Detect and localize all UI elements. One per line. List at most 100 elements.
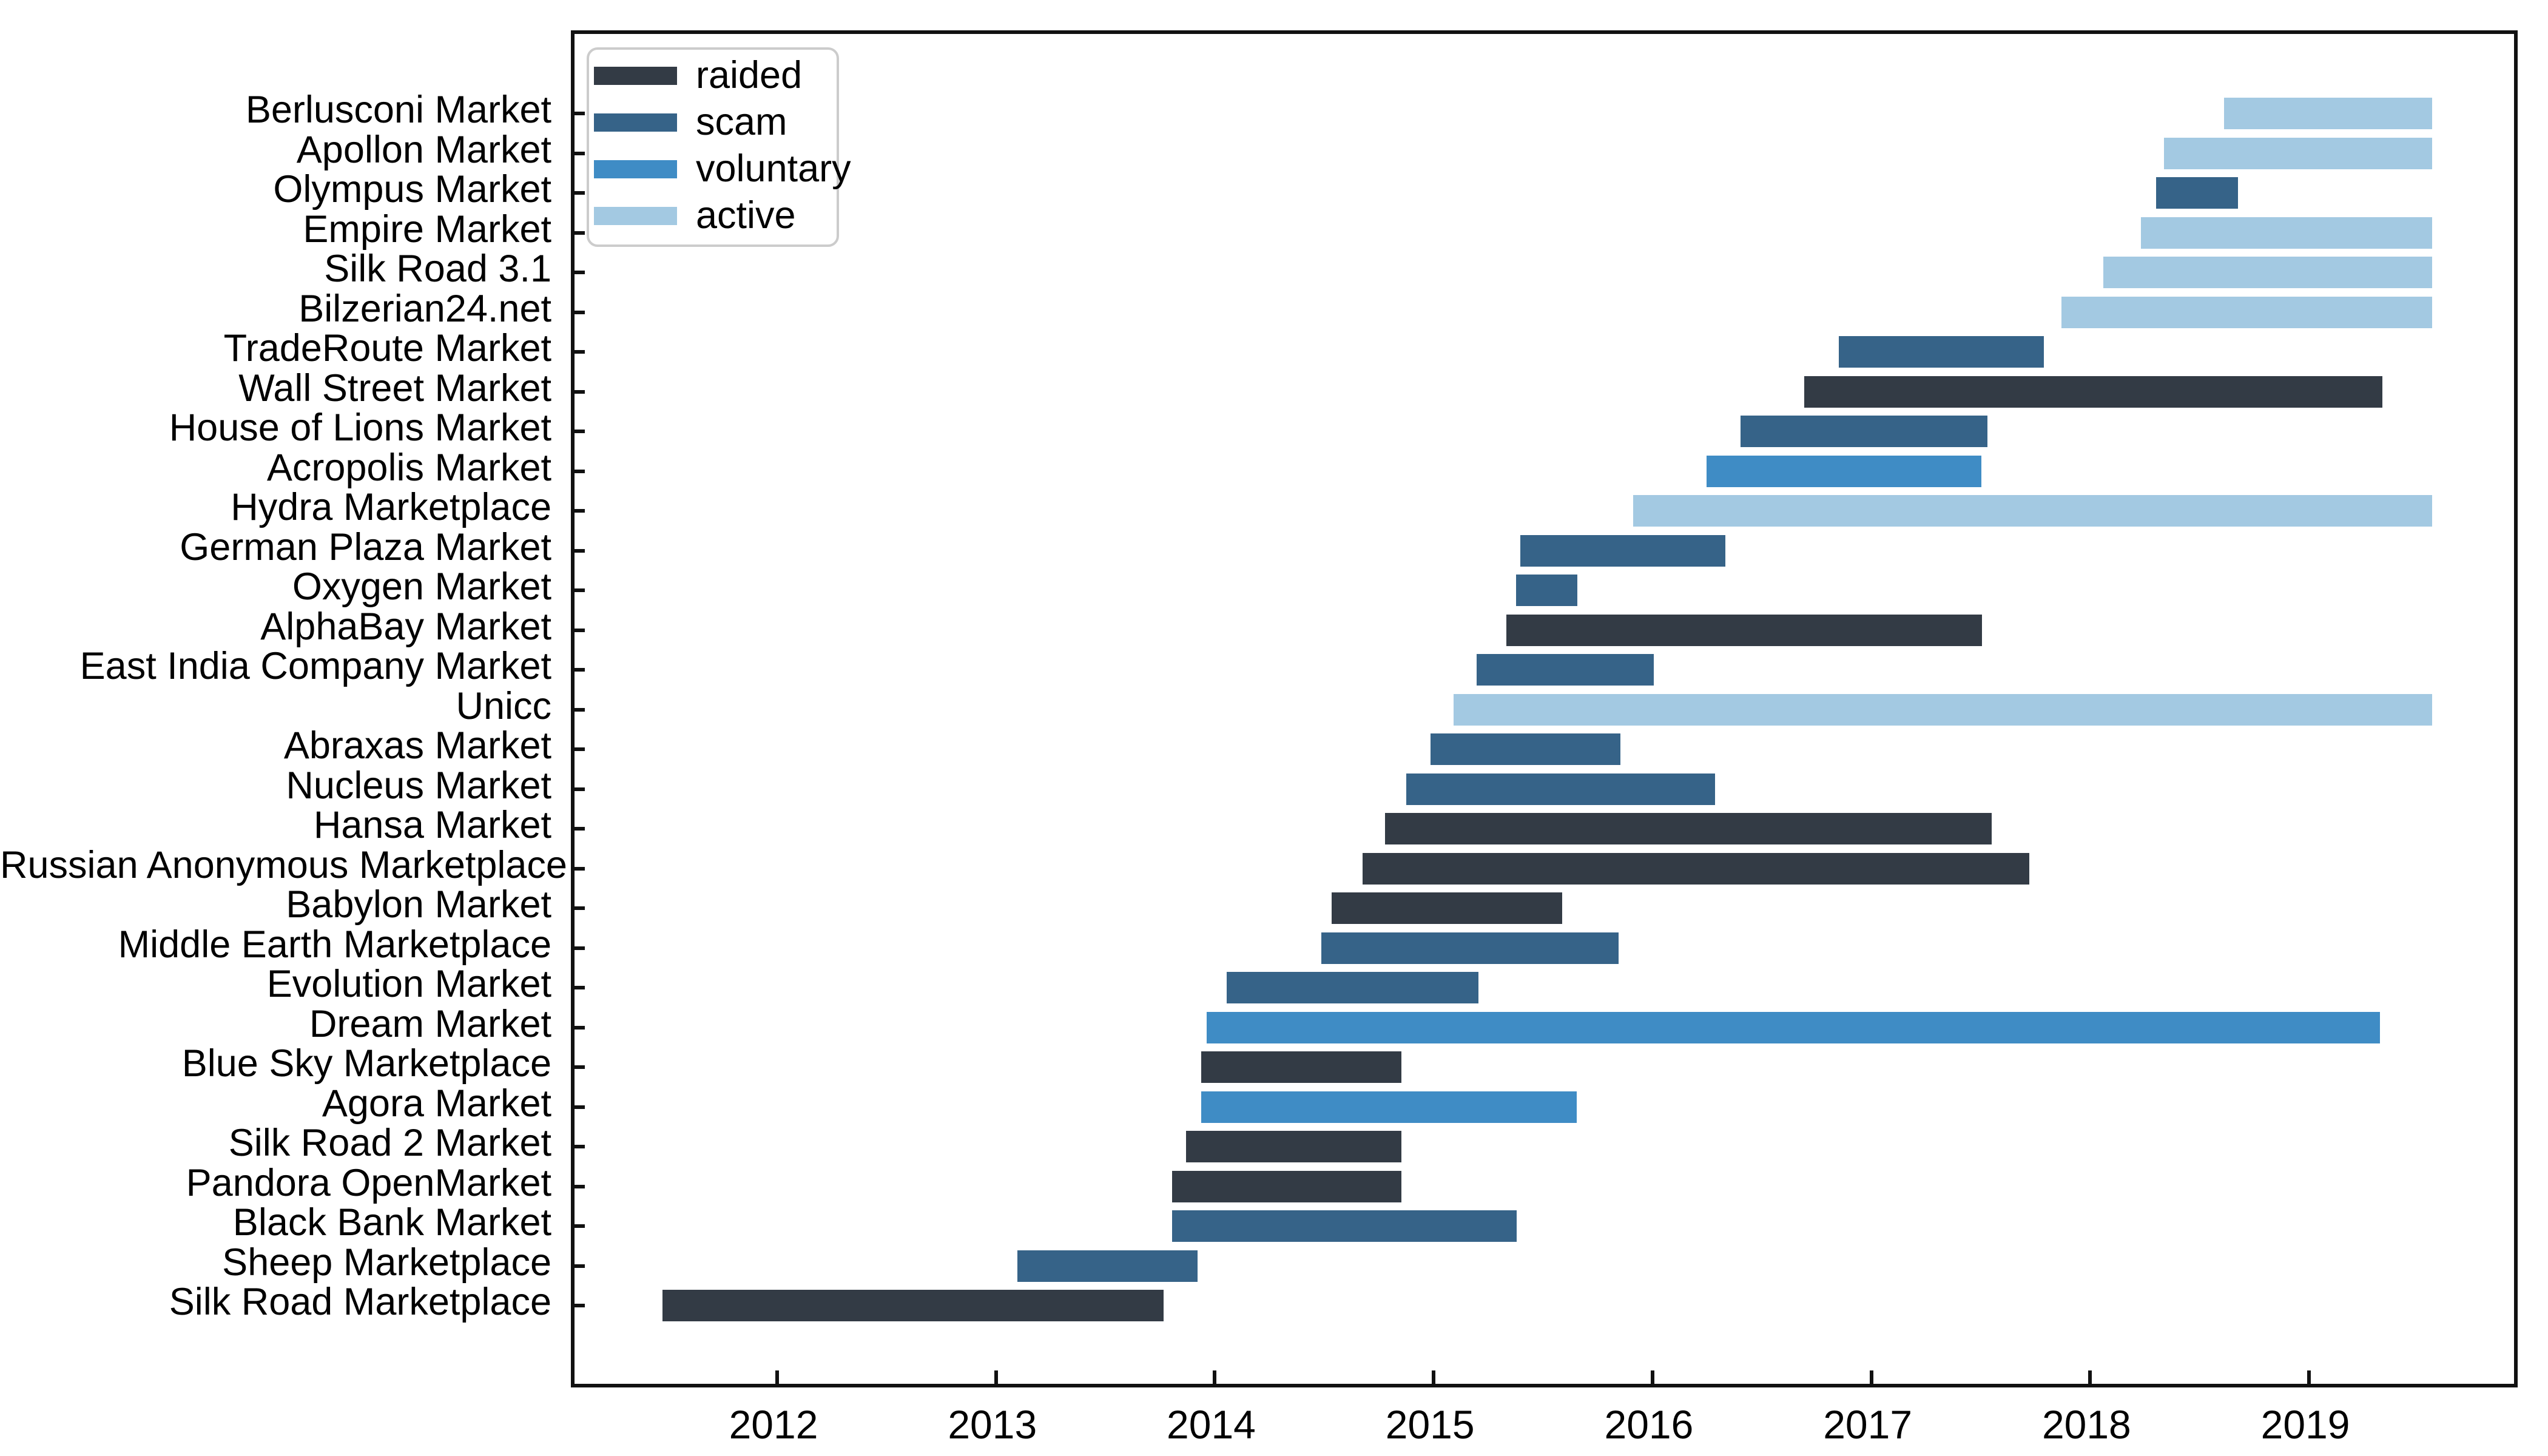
gantt-bar-alphabay-market: [1506, 614, 1982, 646]
gantt-bar-apollon-market: [2163, 137, 2432, 169]
legend-swatch-scam: [594, 113, 677, 132]
gantt-bar-silk-road-2-market: [1186, 1131, 1402, 1162]
y-axis-label-olympus-market: Olympus Market: [273, 168, 551, 211]
y-tick-babylon-market: [575, 906, 585, 910]
x-tick-2016: [1650, 1370, 1654, 1384]
y-tick-evolution-market: [575, 986, 585, 989]
plot-area: [571, 30, 2518, 1387]
y-tick-alphabay-market: [575, 628, 585, 632]
y-axis-label-russian-anonymous-marketplace: Russian Anonymous Marketplace: [0, 843, 567, 886]
x-tick-2018: [2088, 1370, 2092, 1384]
legend-swatch-active: [594, 207, 677, 225]
y-tick-dream-market: [575, 1025, 585, 1030]
y-tick-apollon-market: [575, 151, 585, 155]
gantt-bar-hansa-market: [1385, 813, 1992, 844]
y-axis-label-oxygen-market: Oxygen Market: [292, 565, 551, 608]
x-axis-tick-label-2014: 2014: [1167, 1402, 1256, 1447]
legend: raided scam voluntary active: [587, 47, 851, 247]
gantt-bar-dream-market: [1207, 1011, 2380, 1043]
x-axis-tick-label-2019: 2019: [2260, 1402, 2350, 1447]
y-axis-label-blue-sky-marketplace: Blue Sky Marketplace: [181, 1042, 551, 1085]
y-axis-label-house-of-lions-market: House of Lions Market: [169, 406, 551, 449]
gantt-bar-olympus-market: [2155, 177, 2239, 209]
y-axis-label-hydra-marketplace: Hydra Marketplace: [231, 486, 551, 528]
y-tick-traderoute-market: [575, 350, 585, 354]
y-tick-blue-sky-marketplace: [575, 1065, 585, 1069]
y-tick-middle-earth-marketplace: [575, 946, 585, 950]
gantt-bar-unicc: [1454, 693, 2432, 726]
x-tick-2015: [1432, 1370, 1436, 1384]
y-tick-east-india-company-market: [575, 668, 585, 672]
x-axis-tick-label-2017: 2017: [1823, 1402, 1913, 1447]
y-tick-house-of-lions-market: [575, 430, 585, 433]
y-axis-label-bilzerian24-net: Bilzerian24.net: [298, 287, 551, 330]
gantt-bar-silk-road-marketplace: [662, 1290, 1164, 1321]
y-axis-label-nucleus-market: Nucleus Market: [286, 764, 551, 807]
y-axis-label-empire-market: Empire Market: [303, 207, 551, 251]
gantt-bar-nucleus-market: [1406, 773, 1715, 805]
y-axis-label-babylon-market: Babylon Market: [286, 883, 551, 926]
gantt-bar-russian-anonymous-marketplace: [1362, 852, 2029, 885]
y-axis-label-alphabay-market: AlphaBay Market: [260, 605, 551, 648]
gantt-bar-east-india-company-market: [1477, 654, 1654, 686]
y-axis-label-hansa-market: Hansa Market: [313, 804, 551, 846]
y-axis-label-apollon-market: Apollon Market: [296, 128, 551, 171]
y-tick-sheep-marketplace: [575, 1264, 585, 1268]
legend-label-scam: scam: [696, 101, 787, 143]
x-tick-2019: [2307, 1370, 2311, 1384]
y-tick-hansa-market: [575, 827, 585, 831]
y-tick-german-plaza-market: [575, 548, 585, 553]
y-axis-label-wall-street-market: Wall Street Market: [238, 366, 551, 410]
gantt-bar-pandora-openmarket: [1172, 1170, 1402, 1202]
x-axis-tick-label-2012: 2012: [729, 1402, 818, 1447]
x-axis-tick-label-2013: 2013: [948, 1402, 1037, 1447]
y-axis-label-abraxas-market: Abraxas Market: [283, 724, 551, 767]
gantt-bar-traderoute-market: [1838, 336, 2044, 368]
y-tick-agora-market: [575, 1105, 585, 1109]
y-tick-bilzerian24-net: [575, 310, 585, 314]
y-axis-label-silk-road-3-1: Silk Road 3.1: [324, 248, 551, 290]
x-axis-tick-label-2015: 2015: [1385, 1402, 1475, 1447]
gantt-bar-babylon-market: [1331, 892, 1562, 924]
y-tick-russian-anonymous-marketplace: [575, 866, 585, 871]
y-axis-label-evolution-market: Evolution Market: [266, 963, 551, 1005]
y-axis-label-east-india-company-market: East India Company Market: [79, 645, 551, 687]
y-tick-nucleus-market: [575, 787, 585, 791]
gantt-bar-abraxas-market: [1431, 733, 1620, 765]
legend-item-raided: raided: [589, 52, 837, 99]
y-tick-silk-road-3-1: [575, 271, 585, 274]
gantt-bar-empire-market: [2140, 217, 2432, 249]
y-tick-abraxas-market: [575, 747, 585, 751]
y-axis-label-acropolis-market: Acropolis Market: [266, 446, 551, 489]
y-axis-label-silk-road-2-market: Silk Road 2 Market: [228, 1122, 551, 1164]
gantt-bar-acropolis-market: [1707, 455, 1981, 487]
y-tick-black-bank-market: [575, 1224, 585, 1228]
y-axis-label-dream-market: Dream Market: [309, 1002, 551, 1045]
gantt-bar-german-plaza-market: [1520, 534, 1726, 567]
legend-item-scam: scam: [589, 99, 837, 146]
x-axis-tick-label-2018: 2018: [2041, 1402, 2131, 1447]
y-tick-pandora-openmarket: [575, 1184, 585, 1188]
y-tick-berlusconi-market: [575, 112, 585, 115]
y-axis-label-agora-market: Agora Market: [322, 1082, 551, 1125]
gantt-bar-hydra-marketplace: [1633, 495, 2432, 527]
y-tick-hydra-marketplace: [575, 509, 585, 513]
gantt-bar-blue-sky-marketplace: [1201, 1051, 1402, 1083]
y-axis-label-black-bank-market: Black Bank Market: [232, 1201, 551, 1244]
legend-swatch-raided: [594, 67, 677, 85]
gantt-bar-silk-road-3-1: [2103, 257, 2432, 288]
gantt-bar-wall-street-market: [1804, 376, 2382, 408]
legend-label-voluntary: voluntary: [696, 147, 851, 190]
gantt-bar-berlusconi-market: [2223, 98, 2432, 129]
y-tick-silk-road-marketplace: [575, 1304, 585, 1307]
gantt-bar-sheep-marketplace: [1017, 1250, 1198, 1282]
y-tick-silk-road-2-market: [575, 1145, 585, 1148]
y-axis-label-pandora-openmarket: Pandora OpenMarket: [186, 1161, 551, 1204]
gantt-bar-oxygen-market: [1516, 575, 1578, 606]
y-axis-label-silk-road-marketplace: Silk Road Marketplace: [169, 1281, 551, 1323]
legend-item-voluntary: voluntary: [589, 146, 851, 192]
gantt-bar-evolution-market: [1227, 972, 1478, 1003]
y-axis-label-berlusconi-market: Berlusconi Market: [245, 89, 551, 131]
y-tick-oxygen-market: [575, 588, 585, 592]
y-axis-label-german-plaza-market: German Plaza Market: [180, 525, 551, 568]
